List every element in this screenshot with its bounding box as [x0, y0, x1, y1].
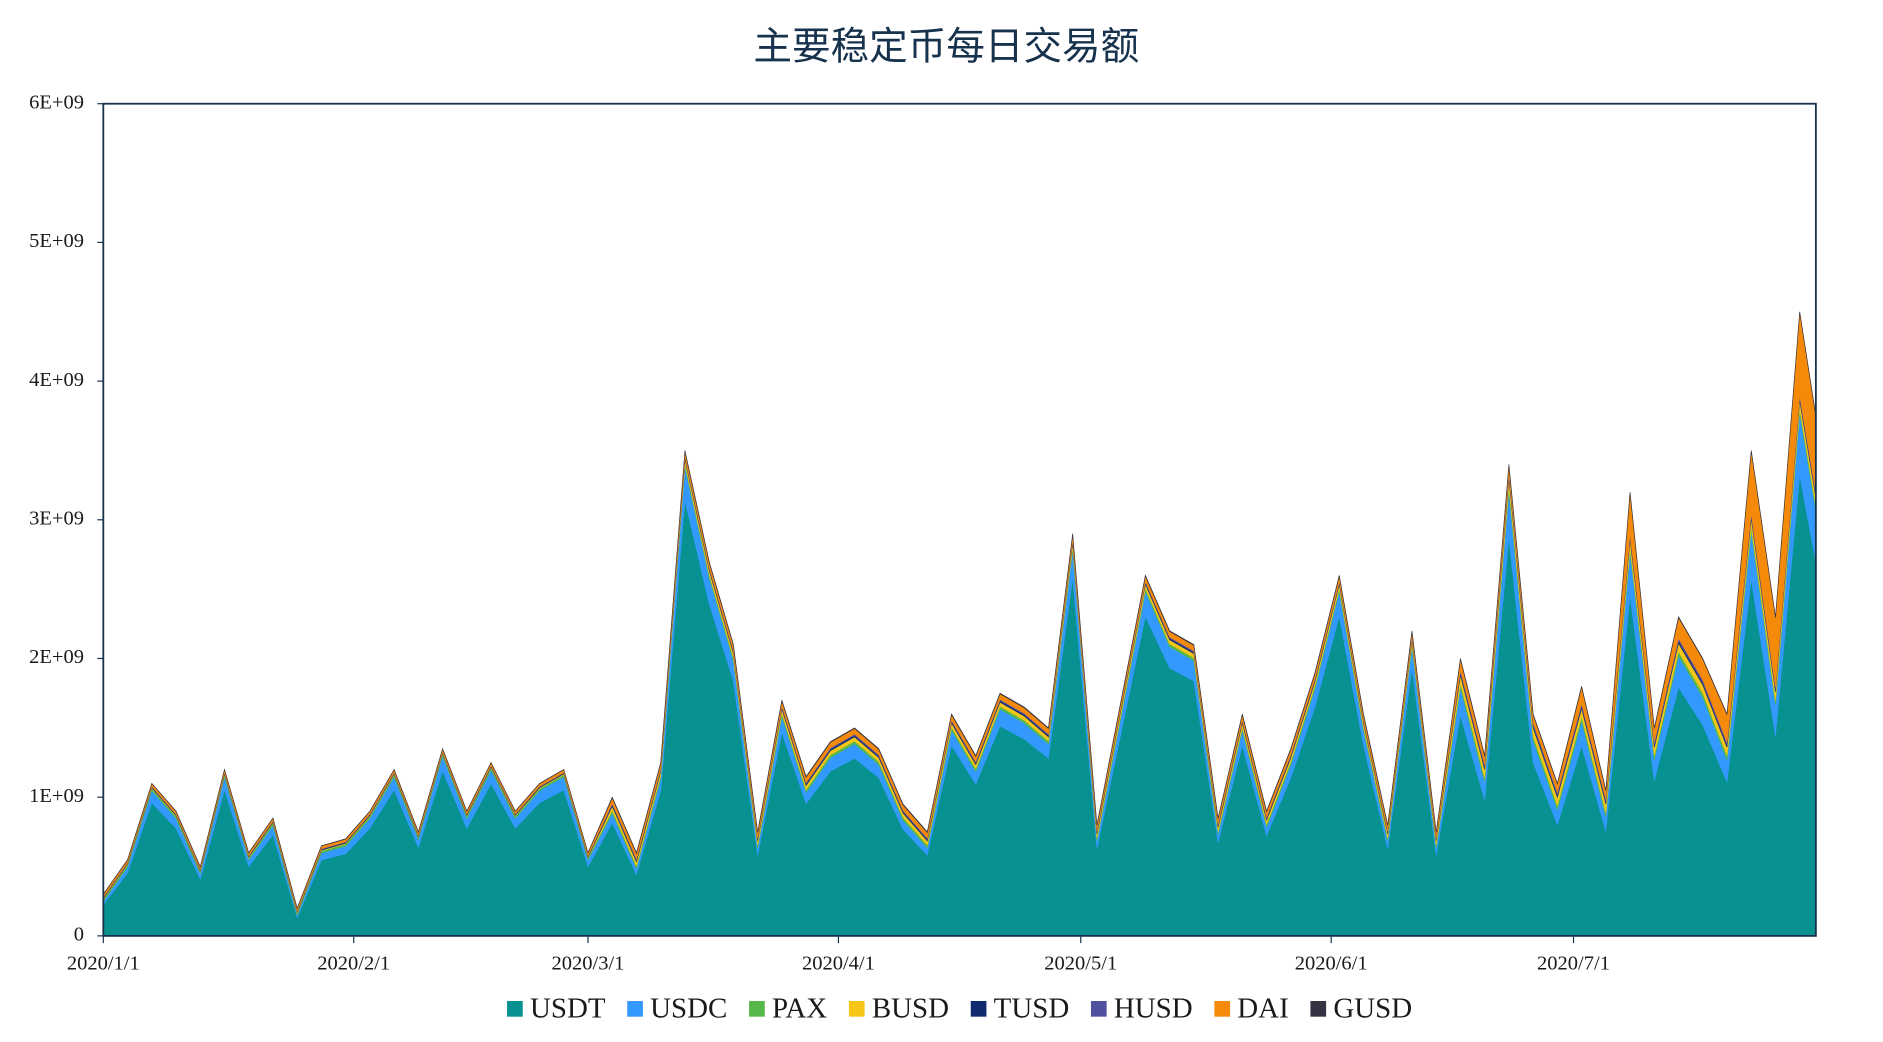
legend-label: PAX — [772, 992, 827, 1024]
legend-swatch — [848, 1000, 865, 1017]
legend-item: BUSD — [848, 992, 949, 1024]
legend-item: PAX — [749, 992, 827, 1024]
legend-swatch — [507, 1000, 523, 1017]
legend-item: USDT — [507, 992, 606, 1024]
chart-title: 主要稳定币每日交易额 — [753, 26, 1139, 69]
legend-label: USDC — [650, 992, 727, 1024]
legend-item: GUSD — [1310, 992, 1412, 1024]
legend-label: GUSD — [1333, 992, 1412, 1024]
legend-swatch — [970, 1000, 987, 1017]
x-tick-label: 2020/2/1 — [317, 953, 390, 975]
x-tick-label: 2020/5/1 — [1044, 953, 1117, 975]
y-tick-label: 5E+09 — [29, 230, 84, 252]
legend-item: TUSD — [970, 992, 1070, 1024]
y-tick-label: 4E+09 — [29, 369, 84, 391]
legend-label: HUSD — [1114, 992, 1193, 1024]
x-tick-label: 2020/3/1 — [552, 953, 625, 975]
x-tick-label: 2020/6/1 — [1295, 953, 1368, 975]
legend: USDT USDC PAX BUSD TUSD HUSD DAI GUSD — [507, 992, 1412, 1024]
y-tick-label: 6E+09 — [29, 91, 84, 113]
plot-area — [103, 311, 1817, 937]
legend-item: HUSD — [1090, 992, 1193, 1024]
y-tick-label: 0 — [74, 924, 84, 946]
area — [103, 475, 1817, 937]
legend-swatch — [627, 1000, 643, 1017]
legend-label: TUSD — [994, 992, 1070, 1024]
axes: 0 1E+09 2E+09 3E+09 4E+09 5E+09 6E+09 2020/1/1 2… — [29, 91, 1610, 974]
legend-swatch — [1310, 1000, 1327, 1017]
x-tick-label: 2020/1/1 — [67, 953, 140, 975]
legend-label: USDT — [530, 992, 606, 1024]
legend-swatch — [1214, 1000, 1231, 1017]
legend-item: USDC — [627, 992, 727, 1024]
legend-item: DAI — [1214, 992, 1289, 1024]
legend-label: BUSD — [872, 992, 949, 1024]
legend-swatch — [749, 1000, 765, 1017]
x-tick-label: 2020/7/1 — [1537, 953, 1610, 975]
x-tick-label: 2020/4/1 — [802, 953, 875, 975]
y-tick-label: 2E+09 — [29, 646, 84, 668]
y-tick-label: 1E+09 — [29, 785, 84, 807]
legend-label: DAI — [1237, 992, 1288, 1024]
y-tick-label: 3E+09 — [29, 507, 84, 529]
legend-swatch — [1090, 1000, 1107, 1017]
